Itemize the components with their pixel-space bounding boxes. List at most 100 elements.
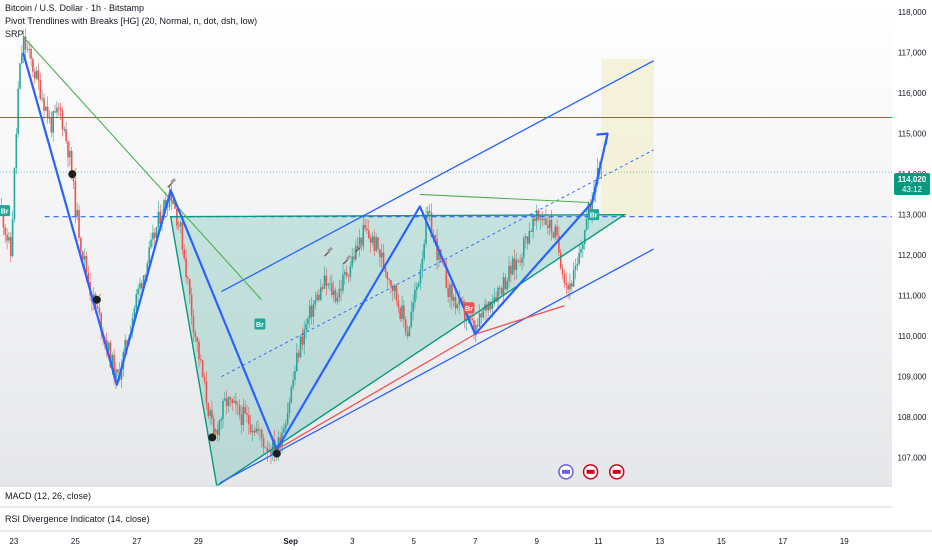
break-label-text: Br <box>1 209 9 216</box>
pivot-trendline-down <box>22 36 262 301</box>
candle-up <box>107 342 110 351</box>
candle-down <box>78 210 80 238</box>
candle-down <box>366 228 368 231</box>
candle-up <box>41 98 43 100</box>
rsi-pane[interactable] <box>0 507 892 531</box>
time-tick-label: 29 <box>194 537 203 546</box>
candle-up <box>532 218 534 232</box>
candle-up <box>554 226 556 238</box>
macd-label[interactable]: MACD (12, 26, close) <box>5 491 91 501</box>
candle-down <box>379 249 381 258</box>
candle-down <box>571 283 573 287</box>
candle-up <box>83 255 86 260</box>
candle-up <box>408 327 411 337</box>
candle-up <box>251 430 254 433</box>
candle-up <box>569 283 571 290</box>
time-tick-label: 11 <box>594 537 603 546</box>
price-tag-price: 114,020 <box>898 175 927 184</box>
break-label-text: Br <box>465 306 473 313</box>
candle-down <box>174 204 176 209</box>
candle-down <box>382 252 385 267</box>
candle-up <box>358 237 361 249</box>
candle-down <box>190 294 193 316</box>
candle-up <box>137 288 139 294</box>
price-tick-label: 111,000 <box>898 292 926 301</box>
candle-down <box>480 313 483 318</box>
candle-up <box>375 237 377 251</box>
time-axis[interactable]: 23 25 27 29 Sep 3 5 7 9 11 13 15 17 19 <box>9 537 849 546</box>
candle-down <box>310 305 313 317</box>
candle-up <box>242 407 245 425</box>
candle-down <box>211 410 213 419</box>
candle-up <box>338 288 341 298</box>
candle-up <box>233 400 235 403</box>
candle-up <box>415 286 418 291</box>
candle-down <box>72 176 75 182</box>
candle-up <box>115 369 117 379</box>
candle-up <box>286 412 289 425</box>
candle-down <box>270 449 272 456</box>
event-flag-icon <box>561 469 570 474</box>
candle-up <box>284 424 287 429</box>
candle-up <box>548 219 551 228</box>
drawing-markers: Br Br Br Br <box>0 167 625 480</box>
macd-pane[interactable] <box>0 486 892 506</box>
candle-up <box>523 238 525 258</box>
candle-down <box>203 377 206 382</box>
candle-up <box>487 301 490 311</box>
candle-up <box>220 418 222 421</box>
candle-down <box>430 212 433 238</box>
candle-down <box>388 278 390 281</box>
rsi-label[interactable]: RSI Divergence Indicator (14, close) <box>5 514 150 524</box>
candle-down <box>2 207 5 228</box>
candle-down <box>50 117 53 133</box>
price-tick-label: 117,000 <box>898 49 927 58</box>
candle-up <box>475 324 477 333</box>
candle-down <box>318 294 320 300</box>
candle-down <box>9 237 12 257</box>
candle-down <box>207 403 210 416</box>
candle-up <box>48 117 51 119</box>
bomb-fuse-icon <box>98 293 102 297</box>
candle-up <box>222 400 224 419</box>
candle-up <box>572 270 575 287</box>
target-zone <box>601 58 654 217</box>
candle-up <box>332 290 335 295</box>
candle-up <box>13 167 16 220</box>
price-axis[interactable] <box>892 0 932 550</box>
candle-down <box>399 307 401 319</box>
candle-down <box>360 237 363 247</box>
candle-down <box>201 360 204 378</box>
candle-down <box>229 397 232 399</box>
candle-down <box>262 438 265 448</box>
candle-up <box>576 263 579 267</box>
price-tick-label: 118,000 <box>898 8 927 17</box>
candle-up <box>155 227 158 238</box>
candle-down <box>386 271 389 279</box>
bomb-icon <box>68 170 77 179</box>
candle-up <box>224 398 226 401</box>
candle-up <box>120 368 123 380</box>
candle-down <box>340 288 342 291</box>
price-tick-label: 113,000 <box>898 211 927 220</box>
candle-up <box>600 173 603 175</box>
zigzag-projection <box>22 52 609 451</box>
candle-down <box>356 245 359 249</box>
candle-down <box>74 181 77 217</box>
candle-down <box>153 232 156 238</box>
candle-up <box>323 275 326 289</box>
candle-down <box>4 227 7 235</box>
candle-up <box>401 305 403 319</box>
candle-up <box>327 284 329 286</box>
bomb-icon <box>272 449 281 458</box>
candle-up <box>419 269 422 284</box>
candle-up <box>421 258 424 270</box>
legend-indicator[interactable]: Pivot Trendlines with Breaks [HG] (20, N… <box>5 16 257 26</box>
time-tick-label: 25 <box>71 537 80 546</box>
legend-overlay[interactable]: SRP <box>5 29 24 39</box>
candle-down <box>6 234 8 241</box>
support-trendline <box>276 333 476 451</box>
price-tick-label: 108,000 <box>898 413 927 422</box>
